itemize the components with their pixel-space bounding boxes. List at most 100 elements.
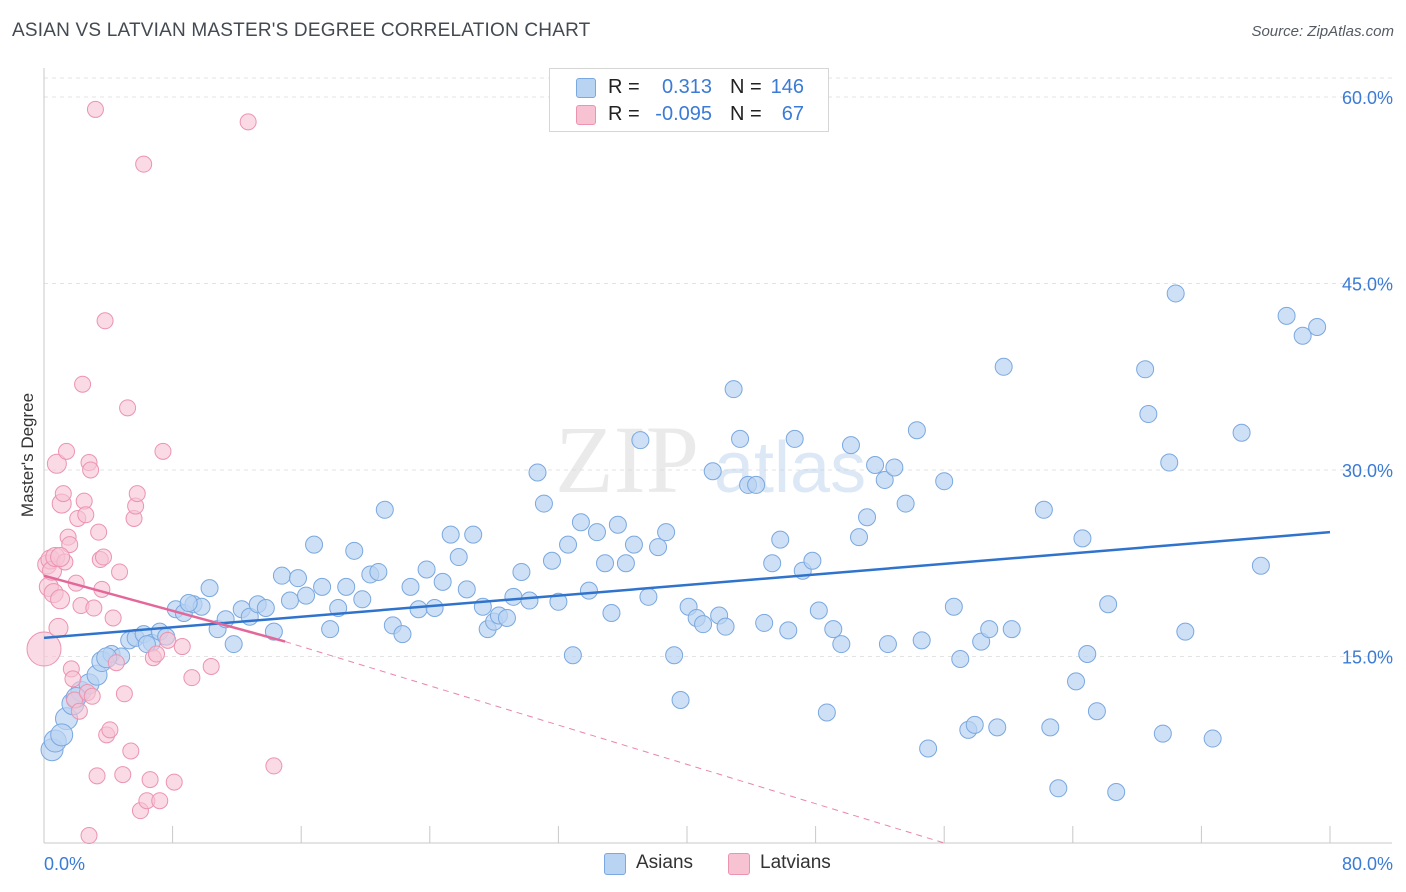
asian-point bbox=[520, 591, 539, 610]
asian-point bbox=[875, 470, 894, 489]
asian-point bbox=[731, 429, 750, 448]
watermark: ZIP atlas bbox=[555, 406, 866, 513]
asian-point bbox=[832, 635, 851, 654]
legend-r-value: 0.313 bbox=[661, 76, 712, 98]
asian-point bbox=[401, 577, 420, 596]
asian-point bbox=[747, 475, 766, 494]
legend-n-label: N = bbox=[730, 76, 762, 98]
latvian-legend-swatch bbox=[728, 853, 750, 875]
latvian-point bbox=[148, 645, 166, 663]
asian-point bbox=[1034, 500, 1053, 519]
asian-point bbox=[858, 508, 877, 527]
latvian-point bbox=[64, 670, 82, 688]
asian-point bbox=[803, 551, 822, 570]
asian-point bbox=[824, 620, 843, 639]
latvian-point bbox=[111, 563, 129, 581]
asian-point bbox=[393, 625, 412, 644]
asian-point bbox=[1049, 779, 1068, 798]
asian-point bbox=[457, 580, 476, 599]
asian-point bbox=[912, 631, 931, 650]
asian-point bbox=[587, 523, 606, 542]
latvian-legend-label: Latvians bbox=[760, 852, 831, 873]
asian-point bbox=[866, 456, 885, 475]
gridlines bbox=[44, 77, 1392, 657]
asian-point bbox=[1153, 724, 1172, 743]
latvian-point bbox=[115, 685, 133, 703]
chart-source: Source: ZipAtlas.com bbox=[1251, 23, 1394, 40]
latvian-point bbox=[128, 485, 146, 503]
asian-point bbox=[965, 715, 984, 734]
asian-point bbox=[449, 548, 468, 567]
asian-point bbox=[1232, 423, 1251, 442]
asian-point bbox=[596, 554, 615, 573]
asian-point bbox=[534, 494, 553, 513]
latvian-point bbox=[61, 536, 79, 554]
asian-point bbox=[671, 691, 690, 710]
asian-point bbox=[280, 591, 299, 610]
asian-point bbox=[951, 649, 970, 668]
asian-point bbox=[616, 554, 635, 573]
asian-point bbox=[1073, 529, 1092, 548]
asian-swatch bbox=[576, 78, 596, 98]
y-tick-label: 30.0% bbox=[1342, 461, 1393, 481]
asian-point bbox=[817, 703, 836, 722]
asian-point bbox=[504, 587, 523, 606]
asian-point bbox=[1308, 318, 1327, 337]
asian-point bbox=[288, 569, 307, 588]
asian-point bbox=[850, 528, 869, 547]
latvian-point bbox=[88, 767, 106, 785]
latvian-point bbox=[122, 742, 140, 760]
asian-point bbox=[1107, 783, 1126, 802]
latvian-point bbox=[107, 654, 125, 672]
latvian-point bbox=[94, 548, 112, 566]
latvian-point bbox=[70, 702, 88, 720]
asian-point bbox=[549, 592, 568, 611]
asian-point bbox=[433, 572, 452, 591]
latvian-swatch bbox=[576, 105, 596, 125]
axes bbox=[43, 68, 1392, 844]
asian-point bbox=[579, 581, 598, 600]
y-tick-label: 45.0% bbox=[1342, 275, 1393, 295]
asian-legend-swatch bbox=[604, 853, 626, 875]
asian-point bbox=[1251, 556, 1270, 575]
asian-point bbox=[602, 603, 621, 622]
asian-point bbox=[441, 525, 460, 544]
asian-point bbox=[1139, 405, 1158, 424]
latvian-point bbox=[114, 766, 132, 784]
legend-row-latvians: R = -0.095 N = 67 bbox=[550, 101, 828, 127]
latvian-point bbox=[86, 100, 104, 118]
latvian-point bbox=[165, 773, 183, 791]
latvian-trendline-extension bbox=[284, 641, 945, 844]
trendlines bbox=[43, 530, 1331, 844]
asian-point bbox=[1087, 702, 1106, 721]
asian-point bbox=[200, 579, 219, 598]
x-tick-label-max: 80.0% bbox=[1342, 854, 1393, 874]
latvian-point bbox=[90, 523, 108, 541]
asian-point bbox=[305, 535, 324, 554]
latvian-point bbox=[77, 506, 95, 524]
asian-point bbox=[313, 577, 332, 596]
asian-point bbox=[988, 718, 1007, 737]
asian-point bbox=[980, 620, 999, 639]
asian-point bbox=[1099, 595, 1118, 614]
asian-point bbox=[994, 357, 1013, 376]
asian-point bbox=[563, 646, 582, 665]
latvian-point bbox=[96, 312, 114, 330]
asian-point bbox=[896, 494, 915, 513]
asian-point bbox=[224, 635, 243, 654]
asian-point bbox=[542, 551, 561, 570]
asian-point bbox=[50, 723, 74, 747]
asian-point bbox=[763, 554, 782, 573]
asian-point bbox=[1078, 645, 1097, 664]
latvian-point bbox=[135, 155, 153, 173]
latvian-point bbox=[74, 375, 92, 393]
asian-point bbox=[724, 380, 743, 399]
asian-point bbox=[657, 523, 676, 542]
asian-point bbox=[528, 463, 547, 482]
asian-point bbox=[935, 472, 954, 491]
latvian-point bbox=[46, 453, 67, 474]
asian-point bbox=[649, 538, 668, 557]
legend-n-label: N = bbox=[730, 103, 762, 125]
stats-legend: R = 0.313 N = 146 R = -0.095 N = 67 bbox=[549, 68, 829, 132]
